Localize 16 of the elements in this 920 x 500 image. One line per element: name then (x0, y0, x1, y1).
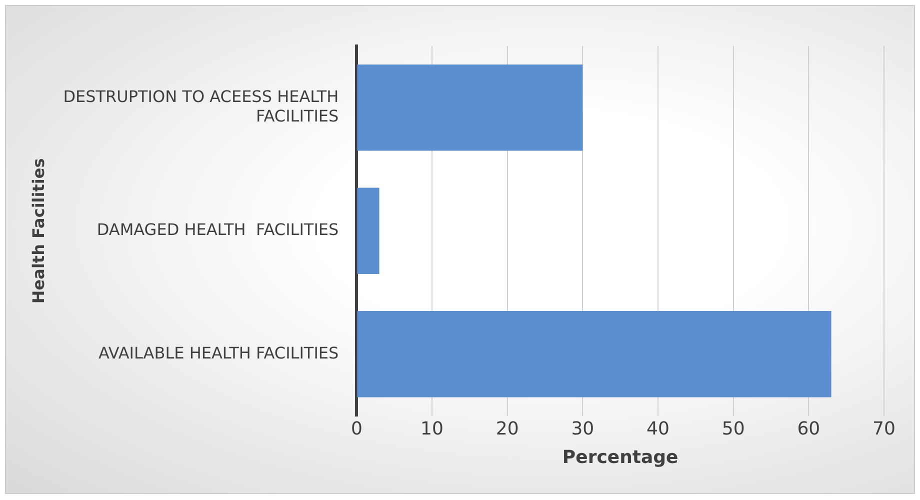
x-tick-label: 50 (722, 418, 745, 440)
x-tick-label: 60 (797, 418, 820, 440)
x-tick-label: 0 (350, 418, 362, 440)
x-tick-label: 10 (420, 418, 444, 440)
y-tick-label: AVAILABLE HEALTH FACILITIES (98, 343, 339, 362)
bar (357, 311, 832, 398)
y-tick-label: DAMAGED HEALTH FACILITIES (96, 220, 339, 240)
x-tick-label: 20 (496, 418, 519, 440)
bar (357, 64, 583, 151)
x-axis-title: Percentage (562, 446, 678, 468)
x-tick-label: 70 (872, 418, 896, 440)
y-axis-title: Health Facilities (28, 158, 48, 304)
x-tick-label: 40 (646, 418, 670, 440)
y-tick-label: DESTRUPTION TO ACEESS HEALTH FACILITIES (63, 87, 339, 126)
bar (357, 188, 380, 274)
x-tick-label: 30 (571, 418, 594, 440)
